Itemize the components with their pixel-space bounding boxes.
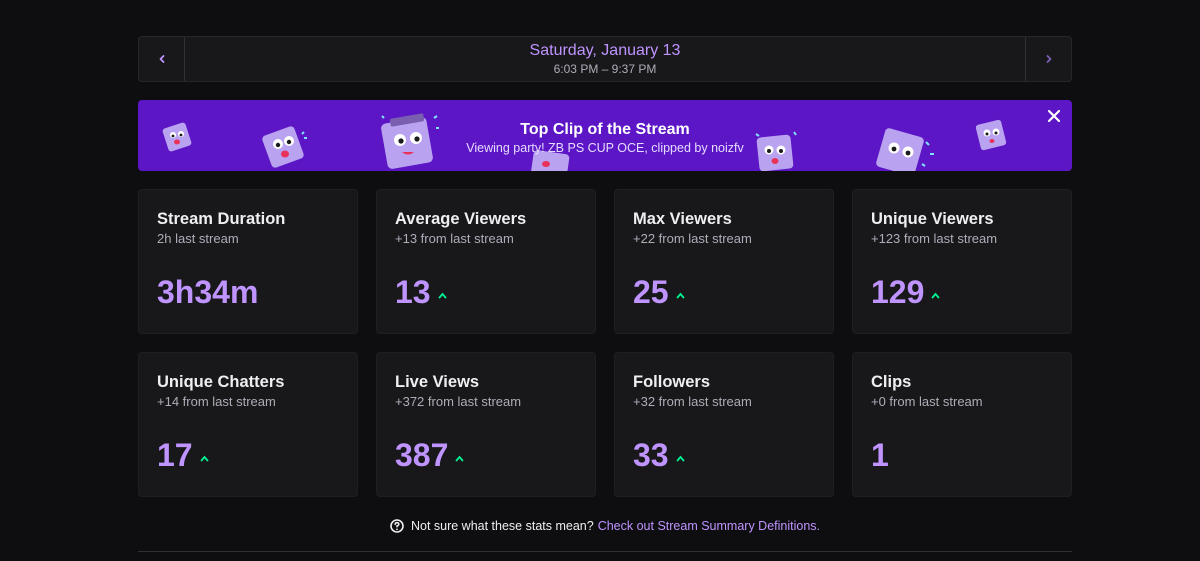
stat-value-row: 13 bbox=[395, 274, 447, 310]
trend-up-icon bbox=[200, 455, 208, 461]
stat-value: 387 bbox=[395, 437, 449, 473]
stat-value: 129 bbox=[871, 274, 925, 310]
stat-title: Unique Chatters bbox=[157, 373, 285, 391]
stat-title: Max Viewers bbox=[633, 210, 732, 228]
stat-value: 17 bbox=[157, 437, 193, 473]
stat-card-stream-duration: Stream Duration 2h last stream 3h34m bbox=[138, 189, 358, 334]
mascot-decoration-icon bbox=[755, 131, 797, 171]
stat-value: 25 bbox=[633, 274, 669, 310]
stat-value-row: 3h34m bbox=[157, 274, 258, 310]
stat-card-average-viewers: Average Viewers +13 from last stream 13 bbox=[376, 189, 596, 334]
stats-help: Not sure what these stats mean? Check ou… bbox=[138, 516, 1072, 536]
next-stream-button[interactable] bbox=[1025, 37, 1071, 81]
top-clip-title: Top Clip of the Stream bbox=[520, 121, 690, 138]
stat-comparison: +13 from last stream bbox=[395, 231, 514, 246]
stat-value: 1 bbox=[871, 437, 889, 473]
stat-value-row: 129 bbox=[871, 274, 940, 310]
stats-grid: Stream Duration 2h last stream 3h34m Ave… bbox=[138, 189, 1072, 497]
stat-value: 3h34m bbox=[157, 274, 259, 310]
stat-card-unique-chatters: Unique Chatters +14 from last stream 17 bbox=[138, 352, 358, 497]
trend-up-icon bbox=[438, 292, 446, 298]
stream-summary-definitions-link[interactable]: Check out Stream Summary Definitions bbox=[597, 519, 817, 533]
trend-up-icon bbox=[676, 292, 684, 298]
help-link-suffix: . bbox=[816, 519, 821, 533]
stat-comparison: +372 from last stream bbox=[395, 394, 522, 409]
stat-title: Clips bbox=[871, 373, 912, 391]
chevron-left-icon bbox=[159, 55, 164, 63]
stat-value-row: 25 bbox=[633, 274, 685, 310]
mascot-decoration-icon bbox=[876, 128, 934, 171]
stream-time-range: 6:03 PM – 9:37 PM bbox=[553, 62, 657, 76]
stat-card-clips: Clips +0 from last stream 1 bbox=[852, 352, 1072, 497]
top-clip-subtitle: Viewing party! ZB PS CUP OCE, clipped by… bbox=[466, 141, 744, 155]
close-icon bbox=[1047, 109, 1061, 123]
stat-value-row: 33 bbox=[633, 437, 685, 473]
top-clip-banner[interactable]: Top Clip of the Stream Viewing party! ZB… bbox=[138, 100, 1072, 171]
top-clip-text: Top Clip of the Stream Viewing party! ZB… bbox=[138, 120, 1072, 156]
question-circle-icon bbox=[390, 519, 404, 533]
stat-card-followers: Followers +32 from last stream 33 bbox=[614, 352, 834, 497]
date-navigator: Saturday, January 13 6:03 PM – 9:37 PM bbox=[138, 36, 1072, 82]
stat-card-max-viewers: Max Viewers +22 from last stream 25 bbox=[614, 189, 834, 334]
mascot-decoration-icon bbox=[262, 126, 307, 168]
stat-title: Stream Duration bbox=[157, 210, 286, 228]
stat-value: 13 bbox=[395, 274, 431, 310]
stat-comparison: +0 from last stream bbox=[871, 394, 983, 409]
stat-card-live-views: Live Views +372 from last stream 387 bbox=[376, 352, 596, 497]
help-text: Not sure what these stats mean? bbox=[410, 519, 594, 533]
divider bbox=[138, 551, 1072, 552]
chevron-right-icon bbox=[1046, 55, 1051, 63]
trend-up-icon bbox=[676, 455, 684, 461]
stream-date: Saturday, January 13 bbox=[529, 42, 681, 59]
stat-value-row: 17 bbox=[157, 437, 209, 473]
stat-card-unique-viewers: Unique Viewers +123 from last stream 129 bbox=[852, 189, 1072, 334]
trend-up-icon bbox=[455, 455, 464, 461]
stat-title: Live Views bbox=[395, 373, 480, 391]
trend-up-icon bbox=[931, 292, 940, 298]
mascot-decoration-icon bbox=[975, 119, 1007, 151]
mascot-decoration-icon bbox=[530, 150, 570, 171]
stream-summary: Saturday, January 13 6:03 PM – 9:37 PM bbox=[138, 36, 1072, 552]
stat-comparison: +22 from last stream bbox=[633, 231, 752, 246]
stream-date-info: Saturday, January 13 6:03 PM – 9:37 PM bbox=[185, 37, 1025, 81]
previous-stream-button[interactable] bbox=[139, 37, 185, 81]
stat-comparison: +14 from last stream bbox=[157, 394, 276, 409]
mascot-decoration-icon bbox=[381, 113, 439, 169]
close-banner-button[interactable] bbox=[1044, 106, 1064, 126]
stat-comparison: +32 from last stream bbox=[633, 394, 752, 409]
stat-value-row: 387 bbox=[395, 437, 464, 473]
mascot-decoration-icon bbox=[162, 122, 192, 152]
stat-title: Followers bbox=[633, 373, 711, 391]
stat-comparison: +123 from last stream bbox=[871, 231, 998, 246]
stat-title: Average Viewers bbox=[395, 210, 527, 228]
stat-title: Unique Viewers bbox=[871, 210, 994, 228]
stat-value-row: 1 bbox=[871, 437, 889, 473]
stat-value: 33 bbox=[633, 437, 669, 473]
stat-comparison: 2h last stream bbox=[157, 231, 239, 246]
